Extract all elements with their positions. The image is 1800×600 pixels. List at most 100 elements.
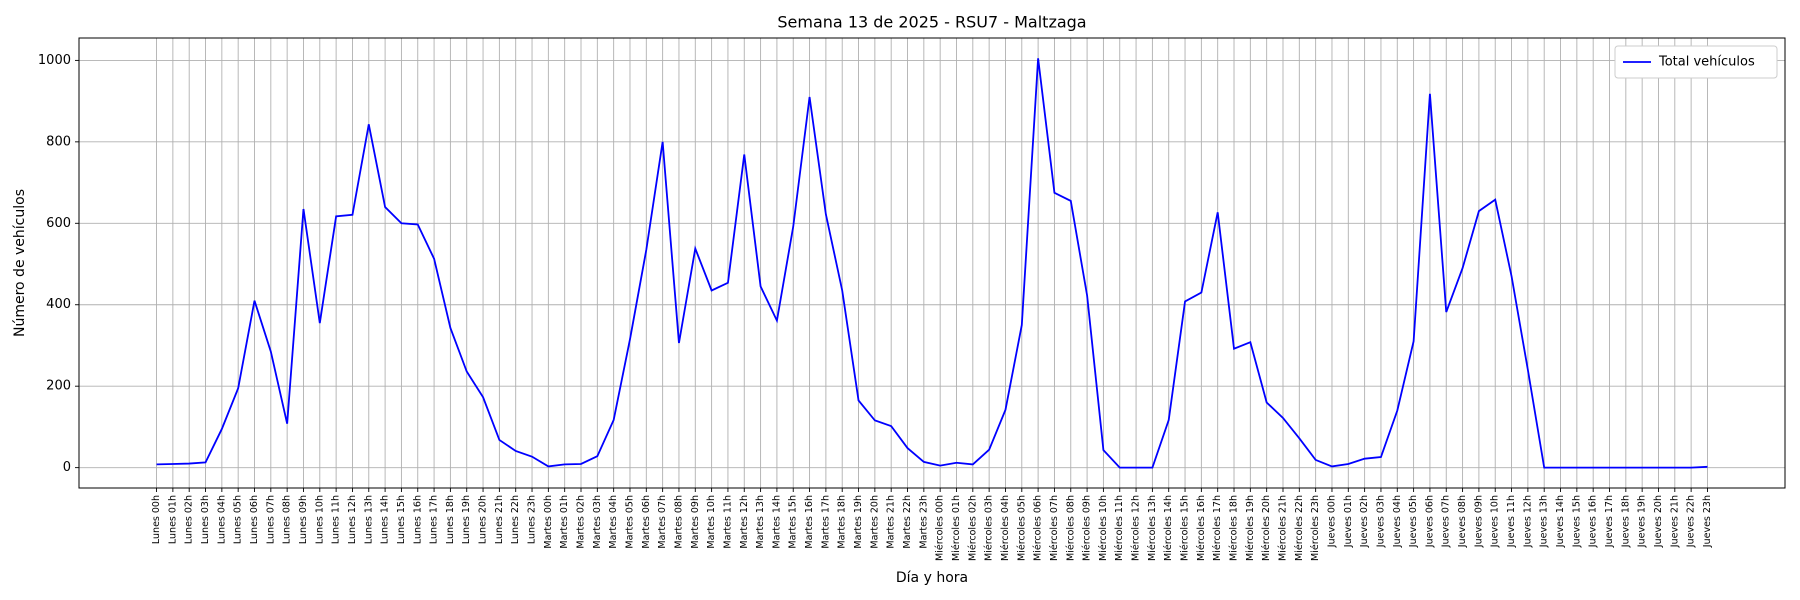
- y-tick-label: 0: [63, 460, 71, 475]
- x-tick-label: Martes 20h: [869, 495, 880, 549]
- x-tick-label: Jueves 15h: [1571, 495, 1582, 548]
- x-tick-label: Lunes 00h: [151, 495, 162, 544]
- x-tick-label: Lunes 13h: [363, 495, 374, 544]
- x-tick-label: Jueves 22h: [1686, 495, 1697, 548]
- x-tick-label: Jueves 04h: [1392, 495, 1403, 548]
- x-tick-label: Miércoles 23h: [1310, 495, 1321, 561]
- legend-box: [1614, 45, 1778, 79]
- x-tick-label: Jueves 03h: [1375, 495, 1386, 548]
- x-tick-label: Martes 04h: [608, 495, 619, 549]
- x-tick-label: Miércoles 10h: [1098, 495, 1109, 561]
- x-tick-label: Jueves 12h: [1522, 495, 1533, 548]
- x-tick-label: Lunes 11h: [331, 495, 342, 544]
- x-tick-label: Martes 11h: [722, 495, 733, 549]
- x-tick-label: Martes 17h: [820, 495, 831, 549]
- x-tick-label: Miércoles 21h: [1277, 495, 1288, 561]
- x-tick-label: Martes 06h: [641, 495, 652, 549]
- x-axis-label: Día y hora: [896, 570, 968, 586]
- x-tick-label: Miércoles 19h: [1245, 495, 1256, 561]
- y-axis-label: Número de vehículos: [12, 189, 28, 337]
- x-tick-label: Jueves 19h: [1637, 495, 1648, 548]
- x-tick-label: Martes 09h: [690, 495, 701, 549]
- x-tick-label: Lunes 04h: [216, 495, 227, 544]
- x-tick-label: Martes 02h: [576, 495, 587, 549]
- x-tick-label: Jueves 00h: [1326, 495, 1337, 548]
- x-tick-label: Lunes 17h: [429, 495, 440, 544]
- x-tick-label: Lunes 09h: [298, 495, 309, 544]
- plot-frame: [78, 37, 1786, 489]
- x-tick-label: Lunes 10h: [314, 495, 325, 544]
- y-tick-label: 600: [46, 216, 71, 231]
- x-tick-label: Miércoles 15h: [1180, 495, 1191, 561]
- y-tick-label: 800: [46, 134, 71, 149]
- x-tick-label: Miércoles 09h: [1082, 495, 1093, 561]
- x-tick-label: Lunes 15h: [396, 495, 407, 544]
- x-tick-label: Martes 03h: [592, 495, 603, 549]
- x-tick-label: Miércoles 01h: [951, 495, 962, 561]
- x-tick-label: Lunes 21h: [494, 495, 505, 544]
- x-tick-label: Lunes 08h: [282, 495, 293, 544]
- x-tick-label: Jueves 23h: [1702, 495, 1713, 548]
- x-tick-label: Martes 08h: [673, 495, 684, 549]
- x-tick-label: Miércoles 04h: [1000, 495, 1011, 561]
- x-tick-label: Martes 00h: [543, 495, 554, 549]
- x-tick-label: Martes 21h: [886, 495, 897, 549]
- x-tick-label: Lunes 12h: [347, 495, 358, 544]
- x-tick-label: Martes 18h: [837, 495, 848, 549]
- x-tick-label: Martes 10h: [706, 495, 717, 549]
- x-tick-label: Lunes 19h: [461, 495, 472, 544]
- x-tick-label: Lunes 07h: [265, 495, 276, 544]
- x-tick-label: Jueves 01h: [1343, 495, 1354, 548]
- x-tick-label: Jueves 20h: [1653, 495, 1664, 548]
- x-tick-label: Miércoles 08h: [1065, 495, 1076, 561]
- x-tick-label: Jueves 08h: [1457, 495, 1468, 548]
- x-tick-label: Lunes 03h: [200, 495, 211, 544]
- x-tick-label: Martes 05h: [624, 495, 635, 549]
- legend-label: Total vehículos: [1658, 55, 1755, 70]
- data-line: [156, 58, 1708, 469]
- x-tick-label: Miércoles 17h: [1212, 495, 1223, 561]
- x-tick-label: Jueves 14h: [1555, 495, 1566, 548]
- x-tick-label: Jueves 11h: [1506, 495, 1517, 548]
- x-tick-label: Miércoles 22h: [1294, 495, 1305, 561]
- x-tick-label: Jueves 17h: [1604, 495, 1615, 548]
- x-tick-label: Miércoles 06h: [1033, 495, 1044, 561]
- x-tick-label: Lunes 20h: [478, 495, 489, 544]
- x-tick-label: Miércoles 07h: [1049, 495, 1060, 561]
- x-tick-label: Martes 07h: [657, 495, 668, 549]
- x-tick-label: Lunes 02h: [184, 495, 195, 544]
- x-tick-label: Martes 13h: [755, 495, 766, 549]
- x-tick-label: Martes 23h: [918, 495, 929, 549]
- x-tick-label: Martes 15h: [788, 495, 799, 549]
- x-tick-label: Martes 12h: [739, 495, 750, 549]
- x-tick-label: Lunes 16h: [412, 495, 423, 544]
- y-tick-label: 200: [46, 379, 71, 394]
- x-tick-label: Miércoles 03h: [984, 495, 995, 561]
- x-tick-label: Miércoles 16h: [1196, 495, 1207, 561]
- x-tick-label: Jueves 21h: [1669, 495, 1680, 548]
- x-tick-label: Lunes 14h: [380, 495, 391, 544]
- y-tick-label: 400: [46, 297, 71, 312]
- x-tick-label: Miércoles 12h: [1131, 495, 1142, 561]
- x-tick-label: Miércoles 02h: [967, 495, 978, 561]
- x-tick-label: Miércoles 18h: [1229, 495, 1240, 561]
- x-tick-label: Jueves 10h: [1490, 495, 1501, 548]
- x-tick-label: Miércoles 05h: [1016, 495, 1027, 561]
- x-tick-label: Miércoles 14h: [1163, 495, 1174, 561]
- x-tick-label: Martes 01h: [559, 495, 570, 549]
- x-tick-label: Miércoles 20h: [1261, 495, 1272, 561]
- x-tick-label: Lunes 23h: [527, 495, 538, 544]
- x-tick-label: Jueves 07h: [1441, 495, 1452, 548]
- x-tick-label: Martes 19h: [853, 495, 864, 549]
- x-tick-label: Miércoles 11h: [1114, 495, 1125, 561]
- x-tick-label: Jueves 09h: [1473, 495, 1484, 548]
- x-tick-label: Jueves 18h: [1620, 495, 1631, 548]
- legend: Total vehículos: [1614, 45, 1778, 79]
- chart-title: Semana 13 de 2025 - RSU7 - Maltzaga: [777, 13, 1086, 32]
- x-tick-label: Miércoles 13h: [1147, 495, 1158, 561]
- x-tick-label: Jueves 05h: [1408, 495, 1419, 548]
- x-tick-label: Lunes 05h: [233, 495, 244, 544]
- x-tick-label: Lunes 18h: [445, 495, 456, 544]
- x-tick-label: Jueves 02h: [1359, 495, 1370, 548]
